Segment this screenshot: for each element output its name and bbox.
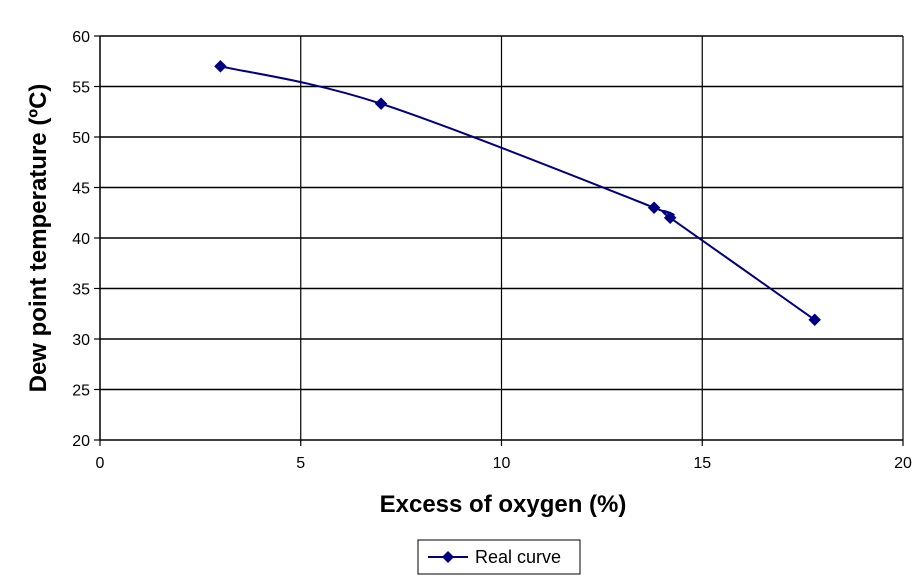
x-tick-label: 0 — [96, 455, 105, 472]
x-tick-label: 5 — [296, 455, 305, 472]
y-tick-label: 40 — [72, 231, 90, 248]
y-tick-label: 45 — [72, 181, 90, 198]
x-tick-label: 10 — [493, 455, 511, 472]
y-tick-label: 55 — [72, 80, 90, 97]
legend-swatch-marker — [442, 551, 454, 563]
y-axis-title: Dew point temperature (ºC) — [25, 84, 52, 393]
y-tick-label: 35 — [72, 282, 90, 299]
y-tick-label: 60 — [72, 29, 90, 46]
data-point — [808, 313, 822, 327]
data-point — [647, 201, 661, 215]
y-tick-label: 20 — [72, 433, 90, 450]
y-tick-label: 25 — [72, 383, 90, 400]
y-tick-label: 30 — [72, 332, 90, 349]
grid — [100, 35, 904, 440]
y-axis-ticks: 20 25 30 35 40 45 50 55 60 — [72, 29, 100, 450]
data-point — [663, 211, 677, 225]
x-axis-title: Excess of oxygen (%) — [380, 491, 627, 518]
data-point — [374, 97, 388, 111]
x-tick-label: 20 — [894, 455, 912, 472]
series-layer — [214, 59, 822, 327]
y-tick-label: 50 — [72, 130, 90, 147]
x-axis-ticks: 0 5 10 15 20 — [96, 440, 912, 472]
legend: Real curve — [417, 539, 581, 575]
x-tick-label: 15 — [693, 455, 711, 472]
legend-label: Real curve — [475, 547, 561, 567]
series-line-0 — [220, 65, 816, 321]
data-point — [214, 59, 227, 73]
